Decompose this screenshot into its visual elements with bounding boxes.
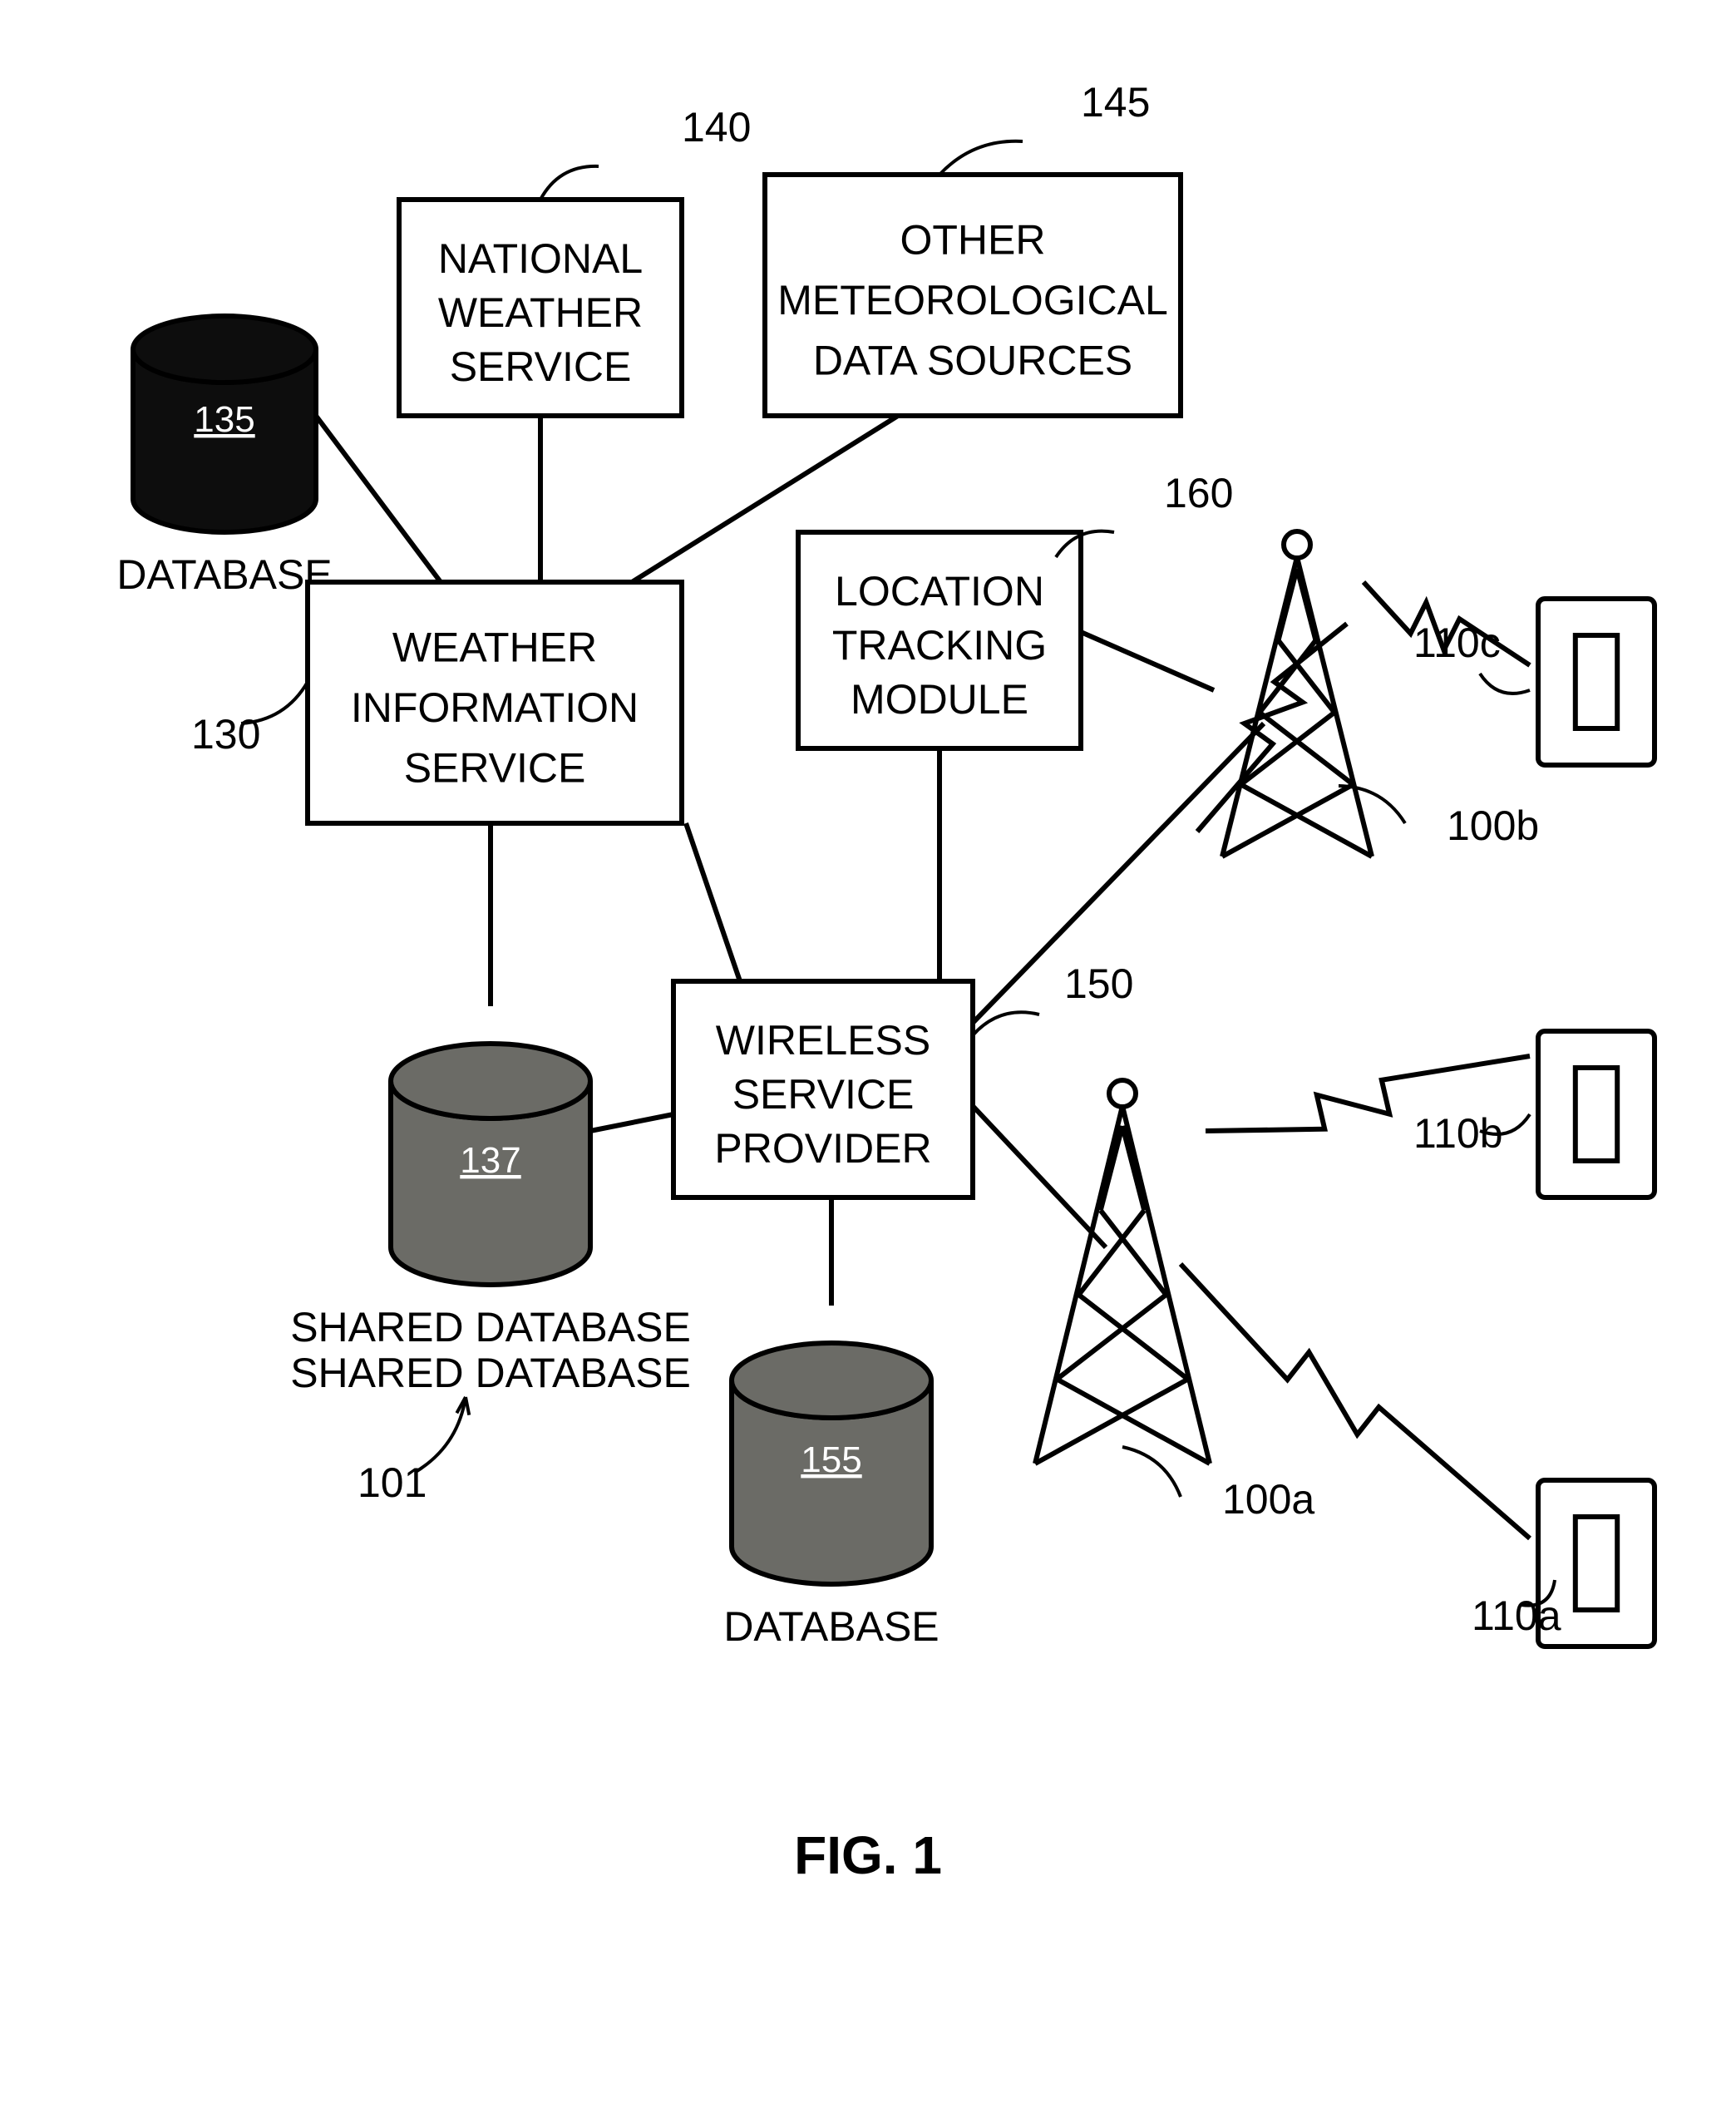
box-wsp-label: SERVICE [732,1071,915,1118]
box-nws-label: NATIONAL [438,235,643,282]
box-other-label: METEOROLOGICAL [777,277,1168,323]
box-wsp-label: PROVIDER [714,1125,931,1172]
ref-140: 140 [682,104,751,151]
phone-device [1538,599,1655,765]
ref-100b: 100b [1447,802,1539,849]
database-ref-number: 137 [460,1140,520,1181]
box-ltm-label: TRACKING [832,622,1047,669]
database-label: DATABASE [116,551,332,598]
figure-caption: FIG. 1 [794,1825,942,1885]
ref-110b: 110b [1413,1110,1503,1157]
box-wsp-label: WIRELESS [716,1017,930,1064]
phone-device [1538,1031,1655,1197]
database-ref-number: 155 [801,1439,861,1480]
database-icon: 135 DATABASE [116,316,332,598]
database-label: SHARED DATABASE [290,1350,691,1396]
ref-145: 145 [1081,79,1150,126]
ref-leader [540,166,599,200]
ref-101: 101 [358,1459,427,1506]
box-wis-label: SERVICE [404,745,586,792]
box-nws-label: WEATHER [438,289,643,336]
ref-leader [1480,674,1530,694]
ref-110c: 110c [1413,620,1501,666]
box-nws-label: SERVICE [450,343,632,390]
box-other-label: DATA SOURCES [813,338,1132,384]
connector-line [590,1114,673,1131]
box-other-label: OTHER [900,217,1046,264]
box-wis-label: WEATHER [392,625,597,671]
connector-line [1081,632,1214,690]
box-wis: WEATHER INFORMATION SERVICE [308,582,682,823]
box-other: OTHER METEOROLOGICAL DATA SOURCES [765,175,1181,416]
ref-130: 130 [191,711,260,758]
ref-leader [1122,1447,1181,1497]
ref-110a: 110a [1472,1592,1561,1639]
ref-150: 150 [1064,960,1133,1007]
cell-tower [1035,1080,1210,1464]
box-wsp: WIRELESS SERVICE PROVIDER [673,981,973,1197]
ref-100a: 100a [1222,1476,1314,1523]
cell-tower [1222,531,1372,857]
connector-line [316,416,441,582]
box-ltm-label: MODULE [851,676,1028,723]
database-icon: 137 SHARED DATABASESHARED DATABASE [290,1044,691,1396]
database-ref-number: 135 [194,399,254,440]
box-wis-label: INFORMATION [351,684,639,731]
ref-leader [940,141,1023,175]
connector-line [686,823,740,981]
database-icon: 155 DATABASE [723,1343,939,1650]
database-label: SHARED DATABASE [290,1304,691,1350]
ref-leader [1339,786,1405,823]
ref-160: 160 [1164,470,1233,516]
box-ltm: LOCATION TRACKING MODULE [798,532,1081,748]
box-nws: NATIONAL WEATHER SERVICE [399,200,682,416]
database-label: DATABASE [723,1603,939,1650]
box-ltm-label: LOCATION [835,568,1044,615]
connector-line [973,1106,1106,1247]
